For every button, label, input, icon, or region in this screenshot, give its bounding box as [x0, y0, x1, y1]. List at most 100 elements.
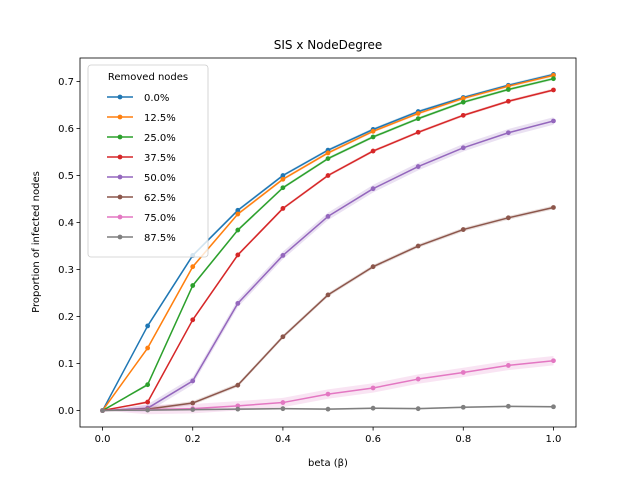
- data-point-37-5pct: [505, 98, 511, 104]
- data-point-50-0pct: [551, 118, 556, 124]
- data-point-12-5pct: [190, 264, 196, 270]
- data-point-37-5pct: [280, 206, 286, 211]
- data-point-25-0pct: [280, 185, 286, 191]
- legend-marker-87-5pct: [117, 234, 123, 240]
- legend-label-87-5pct: 87.5%: [144, 233, 176, 244]
- data-point-0-0pct: [145, 323, 151, 329]
- legend-label-25-0pct: 25.0%: [144, 133, 176, 144]
- data-point-62-5pct: [370, 264, 376, 270]
- data-point-87-5pct: [145, 407, 151, 413]
- legend-marker-50-0pct: [117, 174, 123, 180]
- data-point-75-0pct: [505, 363, 511, 368]
- legend-title: Removed nodes: [108, 72, 188, 83]
- data-point-87-5pct: [325, 406, 331, 412]
- data-point-50-0pct: [460, 145, 466, 151]
- chart-title: SIS x NodeDegree: [274, 38, 383, 52]
- data-point-87-5pct: [505, 403, 511, 409]
- data-point-25-0pct: [145, 382, 151, 388]
- series-line-75-0pct: [102, 359, 554, 412]
- x-tick-label: 0.0: [95, 434, 111, 445]
- x-tick-label: 0.4: [275, 434, 291, 445]
- data-point-25-0pct: [551, 76, 556, 82]
- data-point-50-0pct: [370, 186, 376, 192]
- legend-label-75-0pct: 75.0%: [144, 213, 176, 224]
- y-tick-label: 0.0: [58, 406, 74, 417]
- data-point-87-5pct: [190, 407, 196, 413]
- data-point-37-5pct: [190, 317, 196, 323]
- data-point-37-5pct: [325, 173, 331, 178]
- y-tick-label: 0.2: [58, 312, 74, 323]
- x-axis-label: beta (β): [308, 458, 348, 469]
- legend-label-62-5pct: 62.5%: [144, 193, 176, 204]
- data-point-75-0pct: [551, 358, 556, 364]
- data-point-62-5pct: [235, 382, 241, 388]
- x-axis-ticks: 0.0 0.2 0.4 0.6 0.8 1.0: [95, 427, 562, 445]
- data-point-75-0pct: [325, 391, 331, 397]
- data-point-12-5pct: [505, 83, 511, 89]
- series-lines: [101, 73, 554, 412]
- legend-marker-25-0pct: [117, 134, 123, 140]
- data-point-75-0pct: [460, 370, 466, 375]
- data-point-87-5pct: [460, 404, 466, 410]
- data-point-25-0pct: [460, 99, 466, 105]
- y-tick-label: 0.3: [58, 265, 74, 276]
- data-point-87-5pct: [100, 408, 105, 413]
- data-point-50-0pct: [415, 164, 421, 169]
- data-point-62-5pct: [551, 205, 556, 210]
- plot-frame: [79, 57, 577, 428]
- legend-marker-37-5pct: [117, 154, 123, 160]
- data-point-12-5pct: [145, 345, 151, 351]
- x-tick-label: 0.8: [455, 434, 471, 445]
- data-point-25-0pct: [505, 87, 511, 92]
- data-point-87-5pct: [370, 405, 376, 411]
- data-point-0-0pct: [280, 173, 286, 178]
- y-tick-label: 0.4: [58, 218, 74, 229]
- data-point-37-5pct: [370, 148, 376, 154]
- y-axis-label: Proportion of infected nodes: [31, 171, 42, 313]
- data-point-37-5pct: [551, 87, 556, 93]
- data-point-12-5pct: [415, 111, 421, 116]
- data-point-62-5pct: [190, 400, 196, 406]
- data-point-37-5pct: [235, 252, 241, 258]
- series-points: [100, 72, 556, 413]
- legend-marker-62-5pct: [117, 194, 123, 200]
- data-point-50-0pct: [280, 253, 286, 258]
- data-point-87-5pct: [415, 406, 421, 412]
- legend-label-37-5pct: 37.5%: [144, 153, 176, 164]
- legend-box: [87, 64, 209, 258]
- x-tick-label: 0.6: [365, 434, 381, 445]
- data-point-75-0pct: [370, 385, 376, 391]
- data-point-87-5pct: [280, 406, 286, 412]
- data-point-12-5pct: [460, 96, 466, 101]
- data-point-62-5pct: [325, 292, 331, 298]
- legend: Removed nodes 0.0% 12.5% 25.0% 37.5% 50.0% 62…: [87, 64, 209, 258]
- y-tick-label: 0.1: [58, 359, 74, 370]
- data-point-87-5pct: [551, 404, 556, 410]
- data-point-50-0pct: [190, 378, 196, 384]
- data-point-25-0pct: [235, 227, 241, 233]
- y-tick-label: 0.6: [58, 124, 74, 135]
- legend-marker-75-0pct: [117, 214, 123, 220]
- x-tick-label: 1.0: [546, 434, 562, 445]
- data-point-37-5pct: [415, 129, 421, 135]
- x-tick-label: 0.2: [185, 434, 201, 445]
- data-point-25-0pct: [415, 116, 421, 122]
- data-point-25-0pct: [370, 134, 376, 140]
- y-tick-label: 0.7: [58, 77, 74, 88]
- data-point-62-5pct: [460, 227, 466, 232]
- data-point-87-5pct: [235, 406, 241, 412]
- y-tick-label: 0.5: [58, 171, 74, 182]
- data-point-25-0pct: [325, 156, 331, 161]
- legend-label-0-0pct: 0.0%: [144, 93, 169, 104]
- data-point-37-5pct: [145, 399, 151, 405]
- data-point-50-0pct: [235, 300, 241, 306]
- data-point-37-5pct: [460, 112, 466, 118]
- data-point-62-5pct: [415, 243, 421, 249]
- data-point-50-0pct: [505, 130, 511, 136]
- legend-label-12-5pct: 12.5%: [144, 113, 176, 124]
- data-point-12-5pct: [280, 176, 286, 182]
- legend-label-50-0pct: 50.0%: [144, 173, 176, 184]
- data-point-12-5pct: [370, 128, 376, 134]
- data-point-50-0pct: [325, 214, 331, 219]
